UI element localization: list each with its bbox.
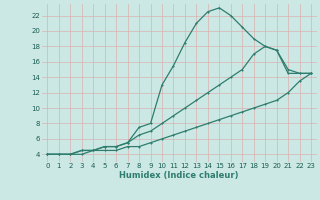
X-axis label: Humidex (Indice chaleur): Humidex (Indice chaleur) [119, 171, 239, 180]
